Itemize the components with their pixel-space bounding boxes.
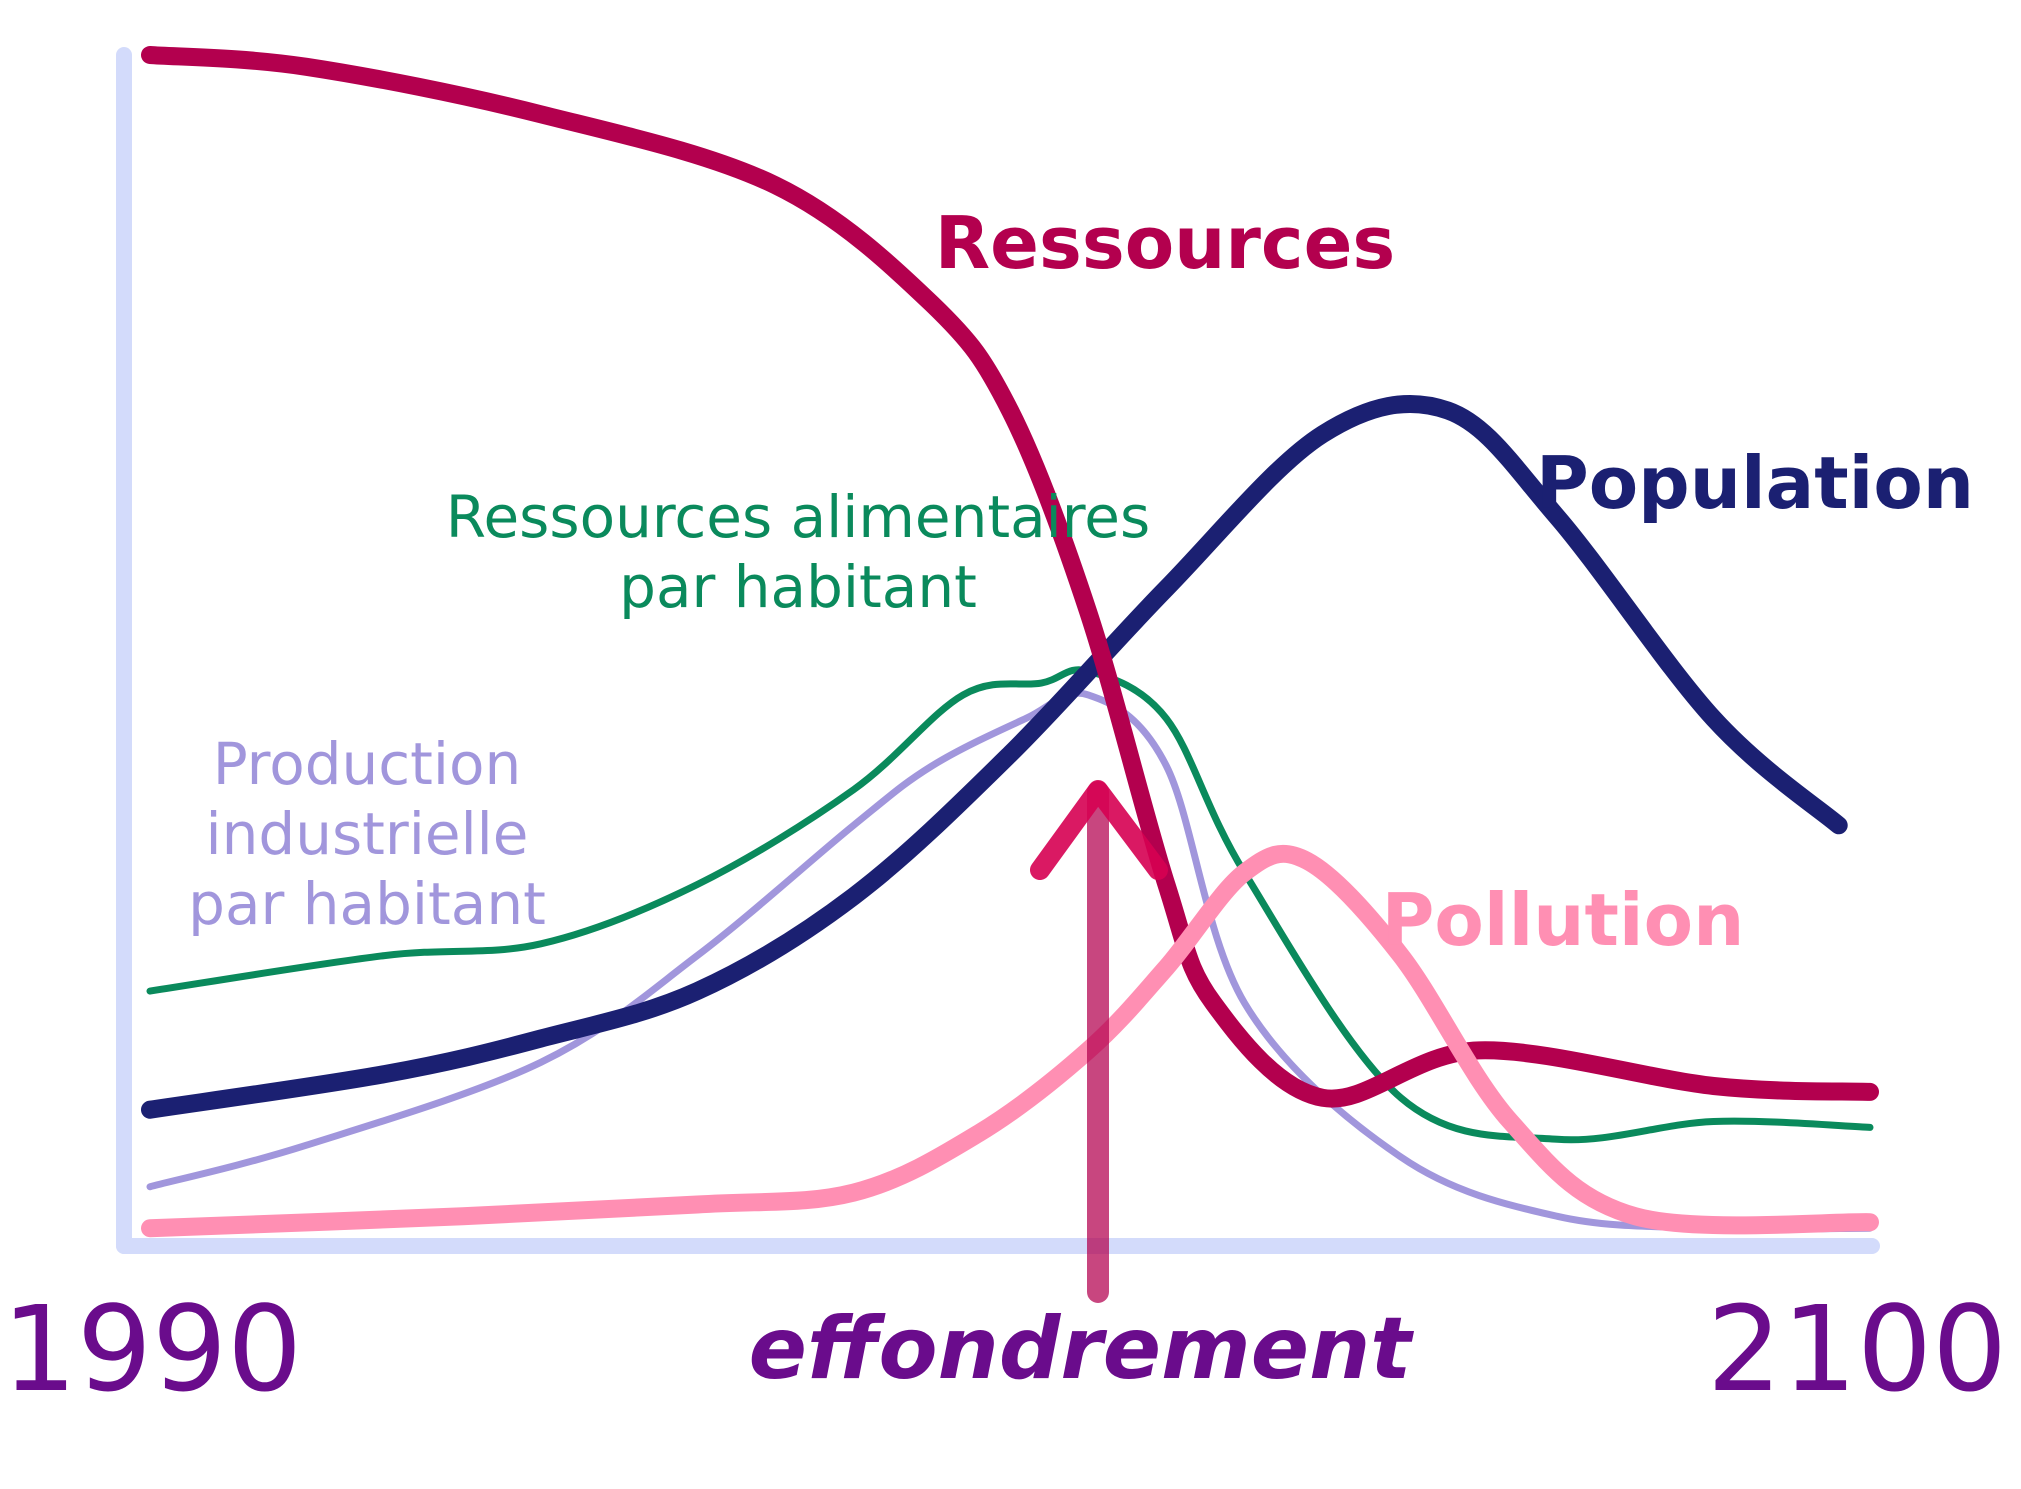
series-line-3 [146,666,1874,1144]
series-label-alimentaires: Ressources alimentaires par habitant [446,483,1150,621]
effondrement-arrow [1030,780,1168,1303]
series-label-industrielle: Production industrielle par habitant [188,730,546,938]
arrow-head [1030,780,1168,880]
series-label-ressources: Ressources [935,201,1396,285]
lbl-indus-line: industrielle [206,800,529,868]
series-line-1 [141,46,1879,1108]
series-layer [141,46,1879,1238]
lbl-alim-line: par habitant [619,553,977,621]
series-line-2 [141,394,1848,1119]
lbl-alim-line: Ressources alimentaires [446,483,1150,551]
series-label-pollution: Pollution [1382,878,1745,962]
lbl-indus-line: par habitant [188,870,546,938]
series-line-5 [141,844,1879,1238]
axes [116,47,1880,1254]
series-label-population: Population [1536,441,1974,525]
annotation-effondrement: effondrement [749,1299,1415,1399]
x-tick-label-start: 1990 [2,1280,302,1418]
x-tick-label-end: 2100 [1707,1280,2007,1418]
lbl-indus-line: Production [213,730,522,798]
